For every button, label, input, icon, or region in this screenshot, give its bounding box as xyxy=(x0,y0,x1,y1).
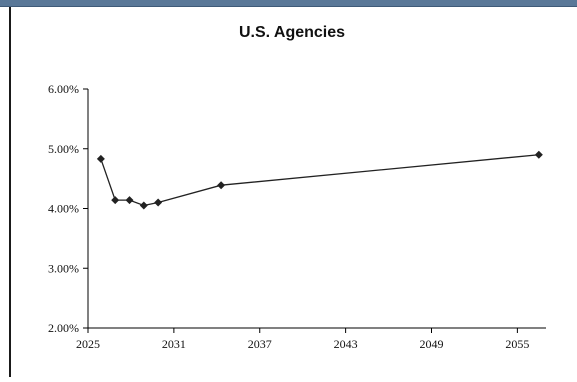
data-point-marker xyxy=(96,154,105,163)
x-tick-label: 2055 xyxy=(505,337,529,351)
chart-title: U.S. Agencies xyxy=(239,24,345,41)
data-point-marker xyxy=(125,196,134,205)
y-tick-label: 2.00% xyxy=(48,321,79,335)
y-tick-label: 3.00% xyxy=(48,261,79,275)
y-tick-label: 5.00% xyxy=(48,142,79,156)
left-border-rule xyxy=(9,7,11,377)
y-tick-label: 4.00% xyxy=(48,202,79,216)
x-axis-ticks: 2025 2031 2037 2043 2049 2055 xyxy=(76,328,529,351)
chart-axes xyxy=(87,89,546,329)
y-tick-label: 6.00% xyxy=(48,82,79,96)
data-point-marker xyxy=(139,201,148,210)
x-tick-label: 2049 xyxy=(420,337,444,351)
data-point-marker xyxy=(534,150,543,159)
x-tick-label: 2043 xyxy=(334,337,358,351)
window-header-bar xyxy=(0,0,577,7)
series-line xyxy=(100,154,539,207)
x-tick-label: 2031 xyxy=(162,337,186,351)
data-point-marker xyxy=(154,198,163,207)
x-tick-label: 2025 xyxy=(76,337,100,351)
plot-area xyxy=(96,150,543,210)
x-tick-label: 2037 xyxy=(248,337,272,351)
y-axis-ticks: 2.00% 3.00% 4.00% 5.00% 6.00% xyxy=(48,82,88,335)
data-point-marker xyxy=(111,196,120,205)
data-point-marker xyxy=(217,181,226,190)
